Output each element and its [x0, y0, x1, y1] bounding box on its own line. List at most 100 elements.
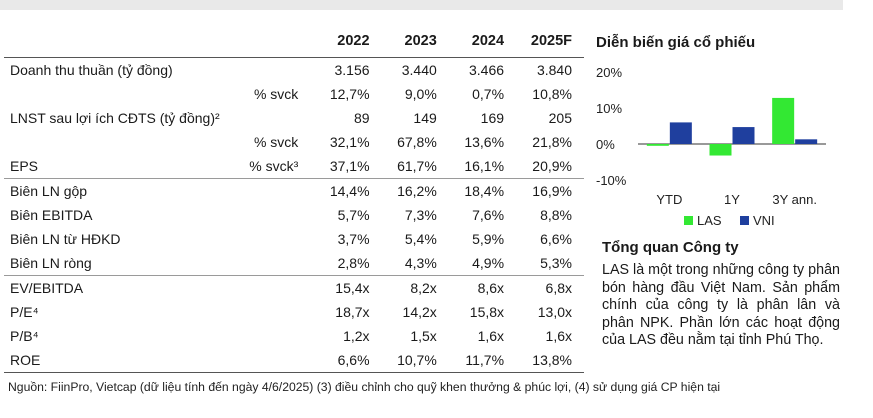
table-cell: 3.466 — [468, 62, 505, 78]
table-cell: 13,6% — [464, 134, 505, 150]
table-cell: 13,8% — [510, 348, 584, 373]
row-sublabel — [243, 348, 309, 373]
row-label: EPS — [10, 158, 39, 174]
table-row: Biên LN ròng 2,8% 4,3% 4,9% 5,3% — [4, 251, 584, 276]
bar-vni — [732, 127, 755, 144]
year-header: 2025F — [510, 25, 584, 58]
row-label: Biên LN từ HĐKD — [10, 231, 121, 247]
source-note: Nguồn: FiinPro, Vietcap (dữ liệu tính đế… — [8, 380, 721, 394]
row-sublabel — [243, 251, 308, 276]
table-cell: 8,8% — [540, 207, 572, 223]
table-cell: 21,8% — [532, 134, 572, 150]
table-cell: 20,9% — [532, 158, 572, 174]
table-cell: 13,0x — [537, 304, 572, 320]
bar-vni — [795, 139, 818, 144]
table-cell: 4,3% — [404, 255, 437, 271]
table-row: LNST sau lợi ích CĐTS (tỷ đồng)² 89 149 169… — [4, 106, 584, 130]
table-row: % svck 12,7% 9,0% 0,7% 10,8% — [4, 82, 584, 106]
table-row: ROE 6,6% 10,7% 11,7% 13,8% — [4, 348, 584, 373]
row-label — [4, 130, 243, 154]
table-row: EPS % svck³ 37,1% 61,7% 16,1% 20,9% — [4, 154, 584, 179]
row-sublabel: % svck — [253, 86, 299, 102]
table-cell: 14,4% — [308, 178, 376, 203]
table-row: % svck 32,1% 67,8% 13,6% 21,8% — [4, 130, 584, 154]
row-label: LNST sau lợi ích CĐTS (tỷ đồng)² — [10, 110, 220, 126]
table-cell: 15,4x — [308, 275, 376, 300]
row-label: Biên LN gộp — [4, 178, 244, 203]
table-row: Biên EBITDA 5,7% 7,3% 7,6% 8,8% — [4, 203, 584, 227]
row-label: P/B⁴ — [10, 328, 39, 344]
table-cell: 10,8% — [532, 86, 572, 102]
year-header: 2022 — [308, 25, 376, 58]
row-sublabel — [243, 275, 309, 300]
x-tick-label: YTD — [656, 192, 682, 207]
financial-table: 2022 2023 2024 2025F Doanh thu thuần (tỷ đồn… — [4, 25, 584, 373]
year-header: 2023 — [375, 25, 443, 58]
y-tick-label: -10% — [596, 173, 627, 188]
table-cell: 169 — [480, 110, 505, 126]
table-cell: 205 — [548, 110, 572, 126]
legend-label: LAS — [697, 213, 722, 228]
row-sublabel — [243, 178, 309, 203]
row-label: Biên EBITDA — [10, 207, 93, 223]
row-sublabel — [243, 58, 308, 83]
row-label: Biên LN ròng — [10, 255, 92, 271]
table-row: P/B⁴ 1,2x 1,5x 1,6x 1,6x — [4, 324, 584, 348]
table-cell: 0,7% — [472, 86, 505, 102]
table-cell: 89 — [353, 110, 370, 126]
y-tick-label: 20% — [596, 65, 622, 80]
x-tick-label: 1Y — [724, 192, 740, 207]
table-cell: 8,6x — [442, 275, 511, 300]
overview-title: Tổng quan Công ty — [602, 239, 739, 256]
table-cell: 10,7% — [375, 348, 443, 373]
row-sublabel: % svck — [253, 134, 299, 150]
table-cell: 6,6% — [540, 231, 572, 247]
stock-price-chart: 20% 10% 0% -10% YTD 1Y 3Y ann. LAS VNI — [596, 65, 826, 228]
table-cell: 1,6x — [477, 328, 505, 344]
table-cell: 1,5x — [410, 328, 437, 344]
table-cell: 14,2x — [402, 304, 437, 320]
row-sublabel — [243, 203, 308, 227]
table-header-row: 2022 2023 2024 2025F — [4, 25, 584, 58]
row-label: P/E⁴ — [10, 304, 39, 320]
legend-label: VNI — [753, 213, 775, 228]
table-cell: 18,4% — [442, 178, 511, 203]
row-sublabel — [243, 227, 308, 251]
table-cell: 12,7% — [329, 86, 370, 102]
bar-las — [646, 144, 669, 146]
chart-title: Diễn biến giá cổ phiếu — [596, 34, 756, 51]
legend-swatch-vni — [740, 216, 749, 225]
table-cell: 5,7% — [337, 207, 370, 223]
row-label: ROE — [4, 348, 244, 373]
bar-vni — [669, 122, 692, 144]
header-blank — [243, 25, 309, 58]
year-header: 2024 — [442, 25, 511, 58]
table-cell: 37,1% — [329, 158, 370, 174]
table-cell: 7,6% — [472, 207, 505, 223]
table-cell: 5,4% — [404, 231, 437, 247]
table-cell: 67,8% — [397, 134, 437, 150]
x-tick-label: 3Y ann. — [772, 192, 817, 207]
table-cell: 4,9% — [472, 255, 505, 271]
table-cell: 16,9% — [510, 178, 584, 203]
table-row: EV/EBITDA 15,4x 8,2x 8,6x 6,8x — [4, 275, 584, 300]
top-band — [0, 0, 873, 10]
y-tick-label: 10% — [596, 101, 622, 116]
table-cell: 9,0% — [404, 86, 437, 102]
header-blank — [4, 25, 244, 58]
table-cell: 149 — [413, 110, 437, 126]
table-row: Biên LN từ HĐKD 3,7% 5,4% 5,9% 6,6% — [4, 227, 584, 251]
table-cell: 16,2% — [375, 178, 443, 203]
row-sublabel: % svck³ — [249, 158, 299, 174]
table-cell: 3,7% — [337, 231, 370, 247]
table-cell: 11,7% — [442, 348, 511, 373]
table-cell: 5,9% — [472, 231, 505, 247]
row-label — [4, 82, 243, 106]
table-cell: 18,7x — [335, 304, 370, 320]
table-cell: 61,7% — [397, 158, 437, 174]
table-cell: 8,2x — [375, 275, 443, 300]
table-cell: 1,2x — [343, 328, 370, 344]
table-cell: 32,1% — [329, 134, 370, 150]
table-cell: 3.840 — [536, 62, 572, 78]
table-cell: 6,6% — [308, 348, 376, 373]
